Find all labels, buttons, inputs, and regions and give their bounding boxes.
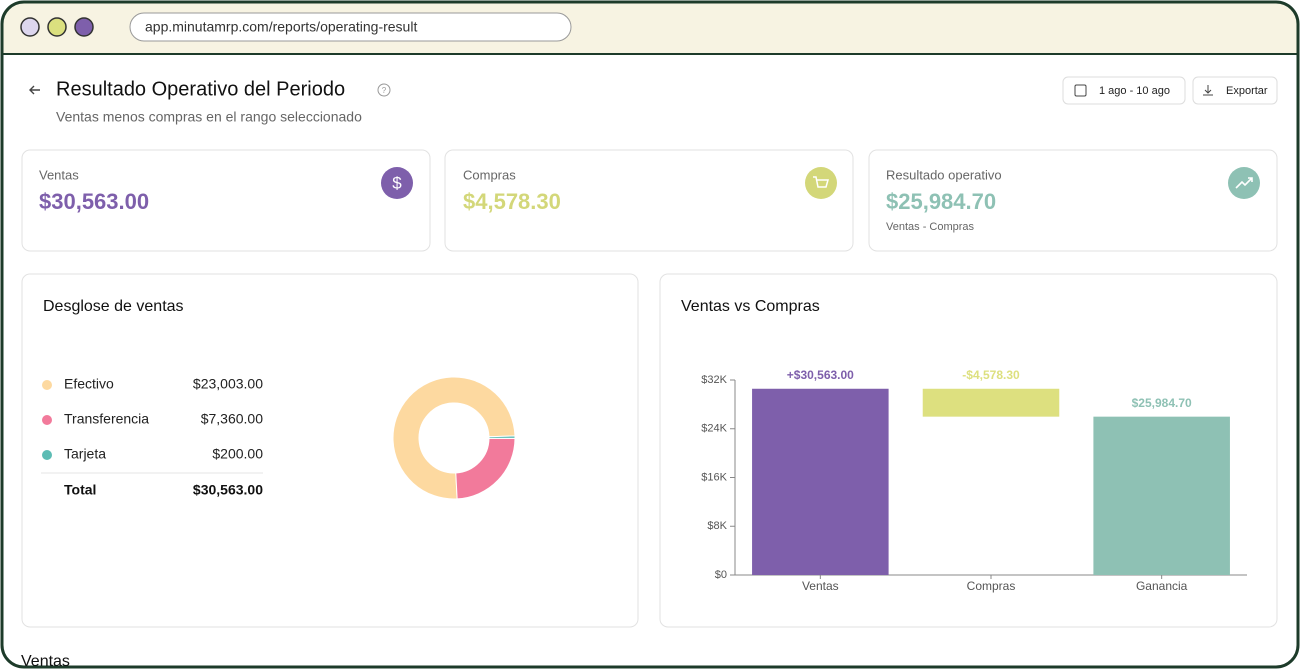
x-tick-label: Compras [967, 579, 1016, 593]
bar [1093, 416, 1230, 575]
kpi-card [21, 149, 431, 252]
x-tick-label: Ganancia [1136, 579, 1188, 593]
date-button[interactable] [1062, 76, 1186, 105]
legend-value: $23,003.00 [193, 376, 263, 392]
total-value: $30,563.00 [193, 482, 263, 498]
legend-label: Transferencia [64, 411, 149, 427]
y-tick-label: $0 [715, 569, 727, 581]
kpi-icon [381, 167, 413, 199]
kpi-label: Compras [463, 167, 516, 182]
url: app.minutamrp.com/reports/operating-resu… [145, 19, 417, 35]
window-dot[interactable] [74, 17, 94, 37]
total-label: Total [64, 482, 96, 498]
section-title: Ventas [21, 653, 70, 669]
kpi-card [444, 149, 854, 252]
help-icon[interactable] [377, 83, 391, 97]
download-icon [1203, 85, 1213, 96]
kpi-icon [805, 167, 837, 199]
dollar-icon: $ [392, 173, 402, 192]
legend-label: Efectivo [64, 376, 114, 392]
legend-dot [42, 415, 52, 425]
page-title: Resultado Operativo del Periodo [56, 78, 345, 100]
window-dot[interactable] [47, 17, 67, 37]
y-tick-label: $32K [701, 374, 727, 386]
kpi-value: $4,578.30 [463, 189, 561, 214]
legend-dot [42, 380, 52, 390]
cart-icon [813, 176, 829, 188]
kpi-card [868, 149, 1278, 252]
y-tick-label: $16K [701, 471, 727, 483]
page-subtitle: Ventas menos compras en el rango selecci… [56, 109, 362, 125]
x-tick-label: Ventas [802, 579, 839, 593]
panel [21, 273, 639, 628]
donut-slice [392, 376, 516, 500]
export-button[interactable] [1192, 76, 1278, 105]
help-mark: ? [382, 86, 387, 95]
value-label: -$4,578.30 [962, 368, 1020, 382]
kpi-value: $30,563.00 [39, 189, 149, 214]
export-label: Exportar [1226, 85, 1268, 97]
legend-label: Tarjeta [64, 446, 106, 462]
value-label: $25,984.70 [1132, 396, 1192, 410]
kpi-label: Resultado operativo [886, 167, 1002, 182]
window-dot[interactable] [20, 17, 40, 37]
legend-dot [42, 450, 52, 460]
date-range: 1 ago - 10 ago [1099, 85, 1170, 97]
y-tick-label: $8K [707, 520, 727, 532]
legend-value: $7,360.00 [201, 411, 263, 427]
kpi-note: Ventas - Compras [886, 221, 975, 233]
panel-title: Ventas vs Compras [681, 298, 820, 315]
kpi-value: $25,984.70 [886, 189, 996, 214]
calendar-icon [1074, 84, 1087, 97]
bar [752, 388, 889, 575]
legend-value: $200.00 [212, 446, 263, 462]
back-arrow[interactable] [29, 85, 40, 95]
y-tick-label: $24K [701, 423, 727, 435]
url-bar[interactable] [129, 12, 572, 42]
kpi-label: Ventas [39, 167, 79, 182]
donut-slice [488, 435, 516, 439]
panel-title: Desglose de ventas [43, 298, 184, 315]
trend-icon [1235, 177, 1253, 189]
value-label: +$30,563.00 [787, 368, 854, 382]
bar [922, 388, 1060, 417]
